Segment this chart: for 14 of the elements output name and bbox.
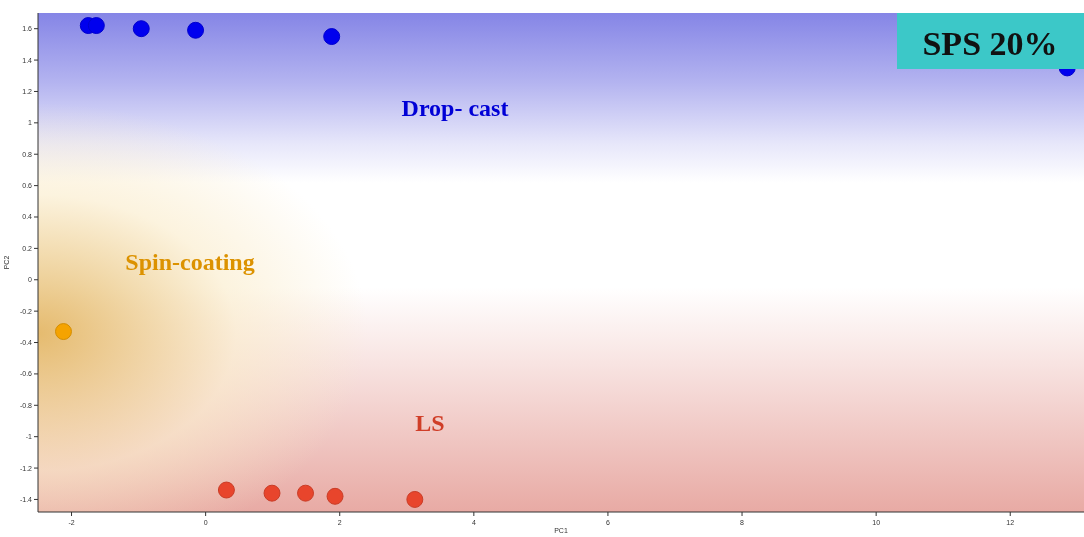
- annotation: LS: [415, 409, 445, 436]
- point: [217, 481, 235, 499]
- point: [55, 323, 72, 341]
- point: [263, 484, 281, 502]
- annotation: Drop- cast: [401, 94, 509, 121]
- point: [187, 21, 205, 39]
- chart-title: SPS 20%: [922, 25, 1058, 62]
- point: [326, 487, 344, 505]
- point: [406, 490, 424, 508]
- point: [87, 17, 105, 35]
- annotation: Spin-coating: [125, 248, 255, 275]
- point: [323, 28, 341, 45]
- point: [297, 484, 315, 502]
- point: [132, 20, 150, 38]
